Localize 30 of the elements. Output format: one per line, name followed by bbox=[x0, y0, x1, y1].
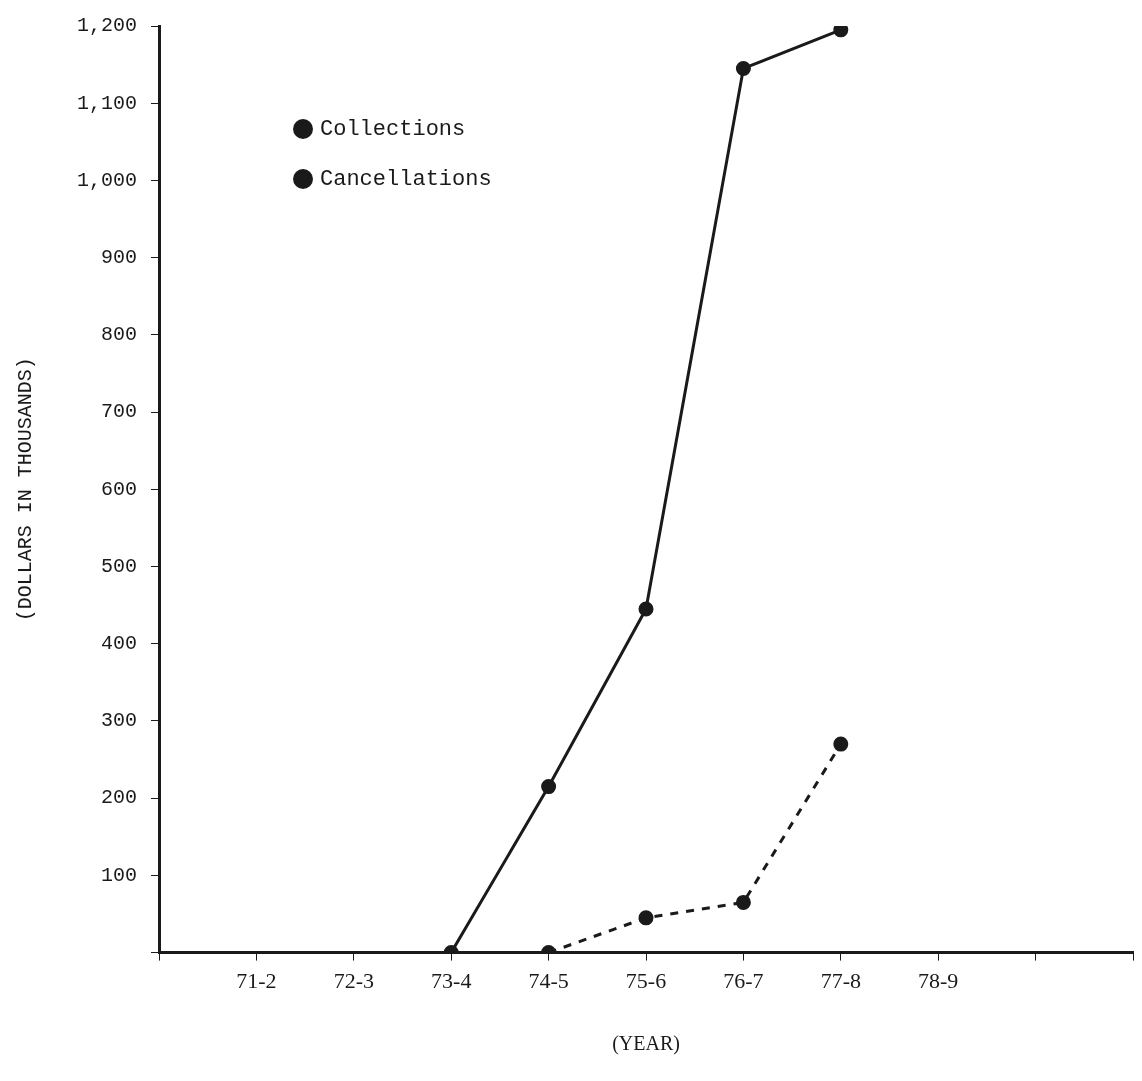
y-tick-label: 1,000 bbox=[76, 168, 138, 192]
y-tick-label: 200 bbox=[100, 786, 138, 810]
y-tick-label: 100 bbox=[100, 863, 138, 887]
y-tick-label: 300 bbox=[100, 709, 138, 733]
x-tick-label: 72-3 bbox=[333, 967, 374, 993]
x-tick-label: 73-4 bbox=[431, 967, 472, 993]
x-tick-label: 75-6 bbox=[625, 967, 667, 993]
point bbox=[638, 910, 654, 926]
x-tick-label: 77-8 bbox=[820, 967, 861, 993]
y-tick-label: 700 bbox=[100, 400, 138, 424]
y-tick-label: 1,100 bbox=[76, 91, 138, 115]
legend-label: Cancellations bbox=[320, 166, 492, 192]
y-tick-label: 800 bbox=[100, 323, 138, 347]
y-tick-label: 600 bbox=[100, 477, 138, 501]
x-tick-label: 71-2 bbox=[236, 967, 277, 993]
y-axis-title: (DOLLARS IN THOUSANDS) bbox=[14, 357, 38, 622]
y-tick-label: 1,200 bbox=[76, 14, 138, 38]
x-tick-label: 76-7 bbox=[723, 967, 764, 993]
x-axis-title: (YEAR) bbox=[612, 1032, 680, 1056]
point bbox=[735, 894, 751, 910]
point bbox=[833, 736, 849, 752]
point bbox=[638, 601, 654, 617]
x-tick-label: 74-5 bbox=[528, 967, 569, 993]
y-tick-label: 900 bbox=[100, 245, 138, 269]
legend-label: Collections bbox=[320, 116, 466, 142]
y-tick-label: 400 bbox=[100, 632, 138, 656]
point bbox=[833, 26, 849, 38]
y-tick-label: 500 bbox=[100, 554, 138, 578]
x-tick-label: 78-9 bbox=[918, 967, 959, 993]
point bbox=[541, 779, 557, 795]
